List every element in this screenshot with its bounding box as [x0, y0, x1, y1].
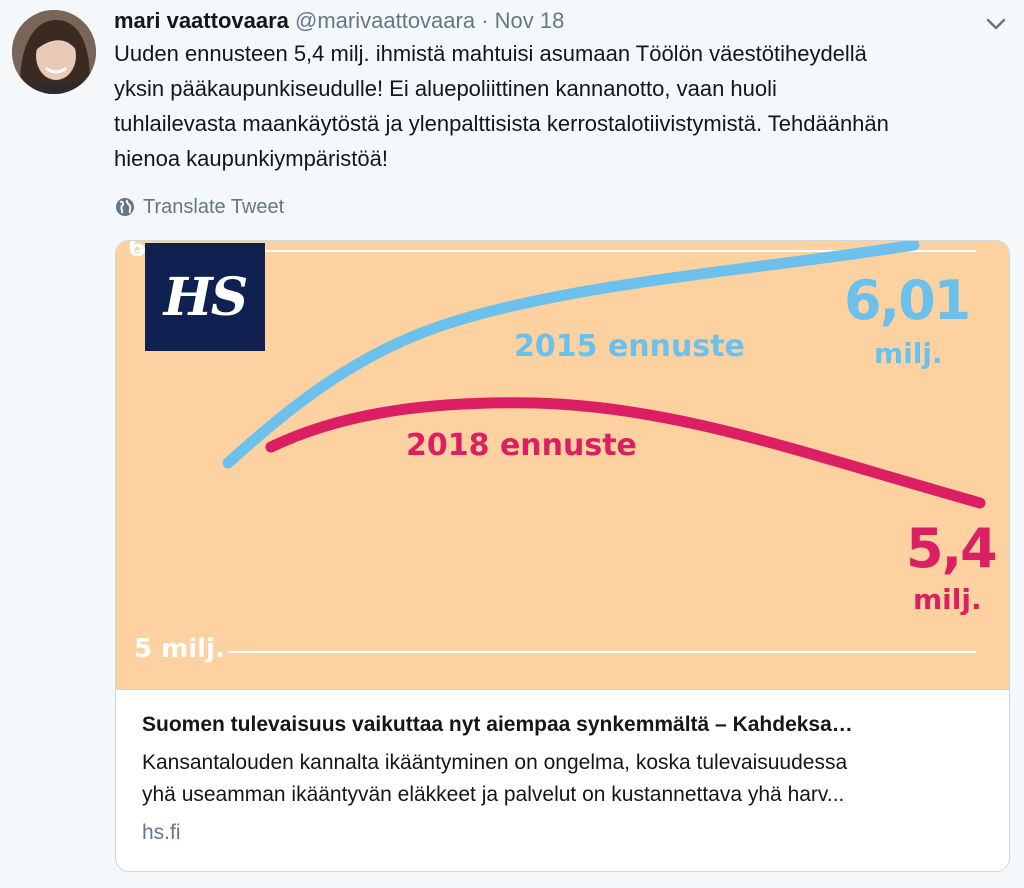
series-2018-label: 2018 ennuste	[406, 428, 637, 463]
axis-bottom-label: 5 milj.	[134, 634, 225, 664]
card-image[interactable]: 6 HS 2015 ennuste 2018 ennuste 6,01 milj…	[116, 241, 1009, 690]
card-domain: hs.fi	[142, 821, 181, 844]
avatar-image	[12, 10, 96, 94]
card-title[interactable]: Suomen tulevaisuus vaikuttaa nyt aiempaa…	[142, 713, 853, 736]
value-2018: 5,4	[906, 517, 998, 580]
link-card[interactable]: 6 HS 2015 ennuste 2018 ennuste 6,01 milj…	[115, 240, 1010, 872]
card-description-line: yhä useamman ikääntyvän eläkkeet ja palv…	[142, 783, 845, 806]
separator-dot: ·	[481, 8, 489, 33]
series-2015-line	[222, 241, 920, 469]
value-2015: 6,01	[844, 269, 971, 332]
value-2015-unit: milj.	[874, 337, 943, 370]
tweet-date[interactable]: Nov 18	[494, 8, 565, 33]
axis-top-label: 6	[128, 240, 147, 263]
translate-label: Translate Tweet	[143, 195, 285, 218]
tweet-text-line: Uuden ennusteen 5,4 milj. ihmistä mahtui…	[114, 41, 867, 66]
chart-graphic	[136, 241, 986, 653]
tweet-text: Uuden ennusteen 5,4 milj. ihmistä mahtui…	[114, 36, 1009, 176]
translate-tweet-button[interactable]: Translate Tweet	[114, 193, 284, 221]
author-handle[interactable]: @marivaattovaara	[295, 8, 476, 33]
series-2018-line	[265, 397, 986, 509]
avatar[interactable]	[12, 10, 96, 94]
tweet-header: mari vaattovaara @marivaattovaara · Nov …	[114, 8, 564, 34]
card-description-line: Kansantalouden kannalta ikääntyminen on …	[142, 751, 848, 774]
tweet-text-line: hienoa kaupunkiympäristöä!	[114, 146, 388, 171]
hs-logo: HS	[145, 243, 265, 351]
globe-icon	[116, 198, 134, 216]
tweet-text-line: tuhlailevasta maankäytöstä ja ylenpaltti…	[114, 111, 889, 136]
author-name[interactable]: mari vaattovaara	[114, 8, 289, 33]
card-description: Kansantalouden kannalta ikääntyminen on …	[142, 747, 992, 811]
chevron-down-icon[interactable]	[984, 12, 1008, 36]
value-2018-unit: milj.	[913, 583, 982, 616]
tweet-text-line: yksin pääkaupunkiseudulle! Ei aluepoliit…	[114, 76, 777, 101]
card-text: Suomen tulevaisuus vaikuttaa nyt aiempaa…	[142, 709, 992, 849]
series-2015-label: 2015 ennuste	[514, 329, 745, 364]
